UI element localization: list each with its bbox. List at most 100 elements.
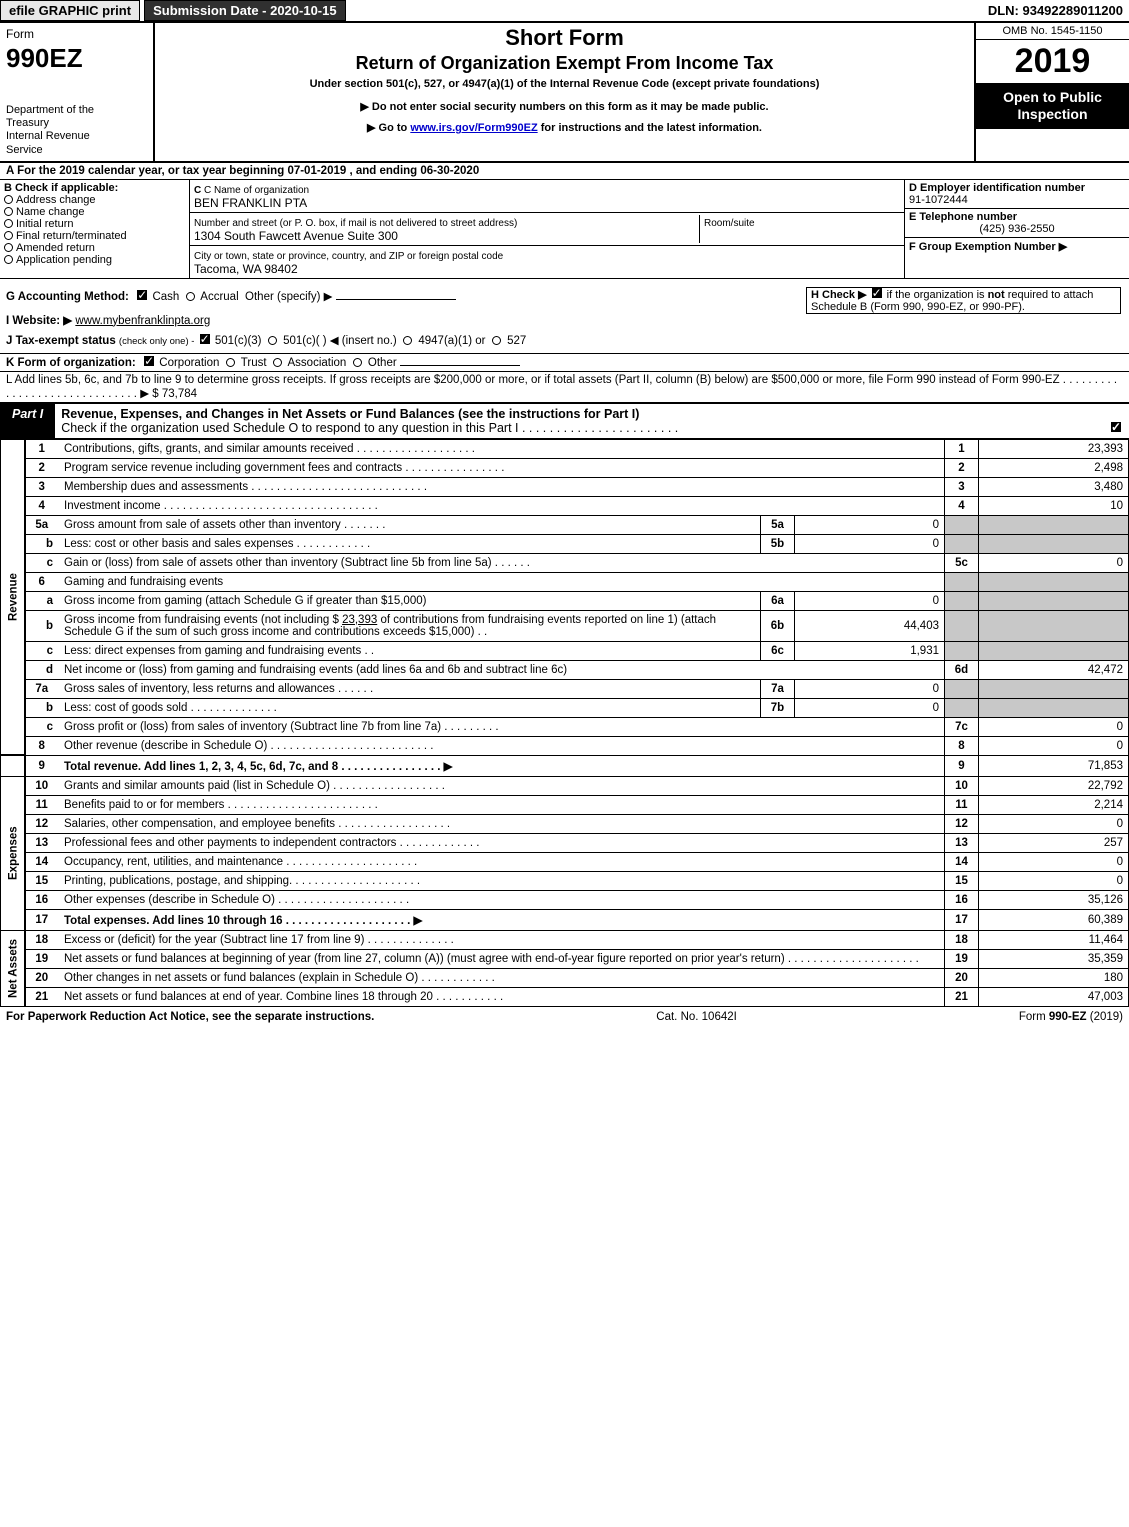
line-8: 8Other revenue (describe in Schedule O) … — [1, 736, 1129, 755]
line-15: 15Printing, publications, postage, and s… — [1, 871, 1129, 890]
period-end: 06-30-2020 — [420, 165, 479, 177]
line-13: 13Professional fees and other payments t… — [1, 833, 1129, 852]
cb-accrual[interactable] — [186, 292, 195, 301]
sub-section-code: Under section 501(c), 527, or 4947(a)(1)… — [161, 78, 968, 90]
radio-icon — [4, 195, 13, 204]
line-10: Expenses 10Grants and similar amounts pa… — [1, 776, 1129, 795]
cb-cash[interactable] — [137, 290, 147, 300]
cb-final-return[interactable]: Final return/terminated — [4, 230, 185, 242]
f-label: F Group Exemption Number ▶ — [909, 241, 1067, 253]
part-1-tab: Part I — [0, 404, 55, 438]
cb-initial-return[interactable]: Initial return — [4, 218, 185, 230]
radio-icon — [4, 231, 13, 240]
radio-icon — [4, 243, 13, 252]
short-form-title: Short Form — [161, 25, 968, 51]
box-h: H Check ▶ if the organization is not req… — [806, 287, 1121, 314]
financials-table: Revenue 1Contributions, gifts, grants, a… — [0, 439, 1129, 1007]
cb-name-change[interactable]: Name change — [4, 206, 185, 218]
row-k: K Form of organization: Corporation Trus… — [0, 354, 1129, 372]
net-assets-side-label: Net Assets — [1, 930, 25, 1006]
footer-right: Form 990-EZ (2019) — [1019, 1011, 1123, 1023]
org-name: BEN FRANKLIN PTA — [194, 196, 307, 210]
cb-501c[interactable] — [268, 336, 277, 345]
expenses-side-label: Expenses — [1, 776, 25, 930]
c-city-label: City or town, state or province, country… — [194, 251, 503, 262]
irs-link[interactable]: www.irs.gov/Form990EZ — [410, 122, 537, 134]
cb-schedule-o[interactable] — [1111, 422, 1121, 432]
l-amount: 73,784 — [162, 388, 197, 400]
irs-link-post: for instructions and the latest informat… — [541, 122, 762, 134]
g-label: G Accounting Method: — [6, 291, 129, 303]
open-to-public: Open to Public Inspection — [976, 83, 1129, 129]
j-insert: ◀ (insert no.) — [330, 335, 397, 347]
org-city: Tacoma, WA 98402 — [194, 262, 298, 276]
k-corp: Corporation — [159, 357, 219, 369]
cb-address-change[interactable]: Address change — [4, 194, 185, 206]
top-bar: efile GRAPHIC print Submission Date - 20… — [0, 0, 1129, 23]
j-4947: 4947(a)(1) or — [418, 335, 485, 347]
j-fine: (check only one) - — [119, 336, 195, 347]
efile-print-button[interactable]: efile GRAPHIC print — [0, 0, 140, 21]
e-label: E Telephone number — [909, 211, 1017, 223]
line-5b: bLess: cost or other basis and sales exp… — [1, 534, 1129, 553]
ein-value: 91-1072444 — [909, 194, 968, 206]
cb-app-pending[interactable]: Application pending — [4, 254, 185, 266]
dln-label: DLN: 93492289011200 — [988, 3, 1129, 18]
radio-icon — [4, 255, 13, 264]
radio-icon — [4, 219, 13, 228]
line-5a: 5aGross amount from sale of assets other… — [1, 515, 1129, 534]
row-g-through-j: H Check ▶ if the organization is not req… — [0, 279, 1129, 354]
form-header: Form 990EZ Department of theTreasuryInte… — [0, 23, 1129, 163]
c-street-label: Number and street (or P. O. box, if mail… — [194, 218, 517, 229]
c-room-label: Room/suite — [704, 218, 755, 229]
c-name-label: C C Name of organization — [194, 185, 309, 196]
line-1: Revenue 1Contributions, gifts, grants, a… — [1, 439, 1129, 458]
line-18: Net Assets 18Excess or (deficit) for the… — [1, 930, 1129, 949]
footer-left: For Paperwork Reduction Act Notice, see … — [6, 1011, 374, 1023]
line-14: 14Occupancy, rent, utilities, and mainte… — [1, 852, 1129, 871]
g-other: Other (specify) ▶ — [245, 291, 332, 303]
phone-value: (425) 936-2550 — [909, 223, 1125, 235]
k-label: K Form of organization: — [6, 357, 136, 369]
cb-assoc[interactable] — [273, 358, 282, 367]
line-16: 16Other expenses (describe in Schedule O… — [1, 890, 1129, 909]
irs-link-line: ▶ Go to www.irs.gov/Form990EZ for instru… — [161, 121, 968, 134]
checkbox-filled-icon[interactable] — [872, 288, 882, 298]
j-label: J Tax-exempt status — [6, 335, 116, 347]
cb-527[interactable] — [492, 336, 501, 345]
line-2: 2Program service revenue including gover… — [1, 458, 1129, 477]
irs-link-pre: ▶ Go to — [367, 122, 410, 134]
cb-corp[interactable] — [144, 356, 154, 366]
org-street: 1304 South Fawcett Avenue Suite 300 — [194, 229, 398, 243]
cb-trust[interactable] — [226, 358, 235, 367]
line-7b: bLess: cost of goods sold . . . . . . . … — [1, 698, 1129, 717]
line-3: 3Membership dues and assessments . . . .… — [1, 477, 1129, 496]
radio-icon — [4, 207, 13, 216]
dept-label: Department of theTreasuryInternal Revenu… — [6, 104, 147, 157]
k-trust: Trust — [241, 357, 267, 369]
cb-4947[interactable] — [403, 336, 412, 345]
g-cash: Cash — [152, 291, 179, 303]
period-row: A For the 2019 calendar year, or tax yea… — [0, 163, 1129, 180]
cb-amended-return[interactable]: Amended return — [4, 242, 185, 254]
line-17: 17Total expenses. Add lines 10 through 1… — [1, 909, 1129, 930]
box-b-label: B Check if applicable: — [4, 182, 118, 194]
cb-501c3[interactable] — [200, 334, 210, 344]
cb-other-org[interactable] — [353, 358, 362, 367]
line-20: 20Other changes in net assets or fund ba… — [1, 968, 1129, 987]
line-9: 9Total revenue. Add lines 1, 2, 3, 4, 5c… — [1, 755, 1129, 776]
period-label-a: A For the 2019 calendar year, or tax yea… — [6, 165, 287, 177]
line-6: 6Gaming and fundraising events — [1, 572, 1129, 591]
line-7c: cGross profit or (loss) from sales of in… — [1, 717, 1129, 736]
ssn-warning: ▶ Do not enter social security numbers o… — [161, 100, 968, 113]
footer-mid: Cat. No. 10642I — [656, 1011, 737, 1023]
line-7a: 7aGross sales of inventory, less returns… — [1, 679, 1129, 698]
j-527: 527 — [507, 335, 526, 347]
submission-date-label: Submission Date - 2020-10-15 — [144, 0, 346, 21]
i-label: I Website: ▶ — [6, 315, 72, 327]
website-value: www.mybenfranklinpta.org — [75, 315, 210, 327]
revenue-side-label: Revenue — [1, 439, 25, 755]
g-accrual: Accrual — [200, 291, 238, 303]
part-1-title: Revenue, Expenses, and Changes in Net As… — [55, 404, 1129, 438]
line-5c: cGain or (loss) from sale of assets othe… — [1, 553, 1129, 572]
